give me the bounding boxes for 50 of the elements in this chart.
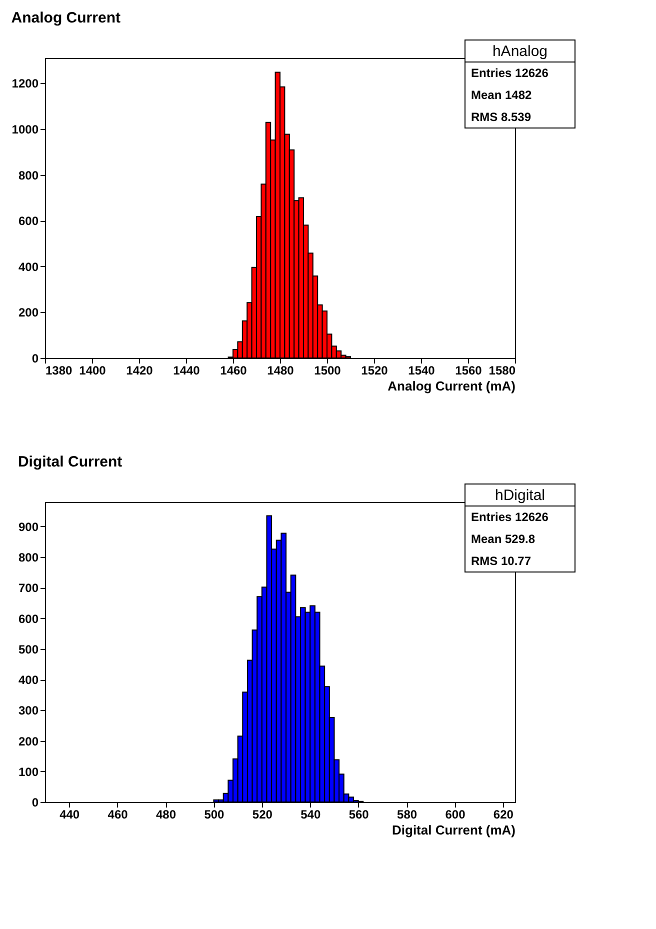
x-tick-label: 1480 bbox=[267, 364, 294, 378]
x-tick-label: 560 bbox=[348, 808, 370, 822]
y-tick-label: 300 bbox=[18, 704, 39, 718]
x-tick-label: 580 bbox=[397, 808, 418, 822]
x-tick-label: 620 bbox=[493, 808, 514, 822]
y-tick-label: 200 bbox=[18, 306, 39, 320]
y-tick-label: 800 bbox=[18, 550, 39, 565]
y-tick-label: 400 bbox=[18, 673, 39, 688]
y-tick-label: 0 bbox=[32, 796, 39, 810]
chart-title: Digital Current bbox=[18, 454, 122, 470]
x-tick-label: 500 bbox=[204, 808, 225, 822]
y-tick-label: 1200 bbox=[12, 76, 39, 91]
x-tick-label: 1460 bbox=[220, 364, 248, 378]
y-tick-label: 600 bbox=[18, 612, 39, 626]
x-tick-label: 520 bbox=[252, 808, 273, 822]
annotation: hAnalog bbox=[492, 43, 548, 60]
annotation: hDigital bbox=[494, 487, 546, 504]
x-tick-label: 540 bbox=[300, 808, 321, 822]
x-tick-label: 1400 bbox=[79, 364, 106, 378]
x-tick-label: 1380 bbox=[46, 364, 73, 378]
y-tick-label: 1000 bbox=[12, 122, 39, 136]
chart-title: Analog Current bbox=[11, 10, 120, 26]
y-tick-label: 0 bbox=[32, 352, 39, 366]
y-tick-label: 200 bbox=[18, 734, 39, 748]
y-tick-label: 100 bbox=[18, 764, 39, 779]
x-tick-label: 460 bbox=[108, 808, 128, 822]
x-tick-label: 480 bbox=[156, 808, 176, 822]
annotation: Entries 12626 bbox=[471, 66, 549, 80]
x-tick-label: 1540 bbox=[408, 364, 436, 378]
x-tick-label: 1580 bbox=[488, 364, 516, 378]
x-tick-label: 600 bbox=[445, 808, 466, 822]
y-tick-label: 500 bbox=[18, 642, 39, 656]
annotation: Mean 529.8 bbox=[471, 532, 536, 546]
y-tick-label: 400 bbox=[18, 260, 39, 274]
x-tick-label: 440 bbox=[60, 808, 80, 822]
y-tick-label: 800 bbox=[18, 168, 39, 182]
x-tick-label: 1520 bbox=[361, 364, 388, 378]
x-tick-label: 1500 bbox=[314, 364, 342, 378]
annotation: Mean 1482 bbox=[471, 88, 532, 102]
x-tick-label: 1440 bbox=[173, 364, 200, 378]
y-tick-label: 600 bbox=[18, 214, 39, 228]
y-tick-label: 700 bbox=[18, 581, 39, 596]
annotation: RMS 8.539 bbox=[471, 110, 532, 124]
annotation: Entries 12626 bbox=[471, 510, 549, 524]
y-tick-label: 900 bbox=[18, 520, 39, 534]
x-axis-title: Digital Current (mA) bbox=[392, 822, 516, 838]
annotation: RMS 10.77 bbox=[471, 554, 532, 568]
x-tick-label: 1420 bbox=[126, 364, 154, 378]
x-axis-title: Analog Current (mA) bbox=[388, 378, 516, 394]
x-tick-label: 1560 bbox=[455, 364, 482, 378]
